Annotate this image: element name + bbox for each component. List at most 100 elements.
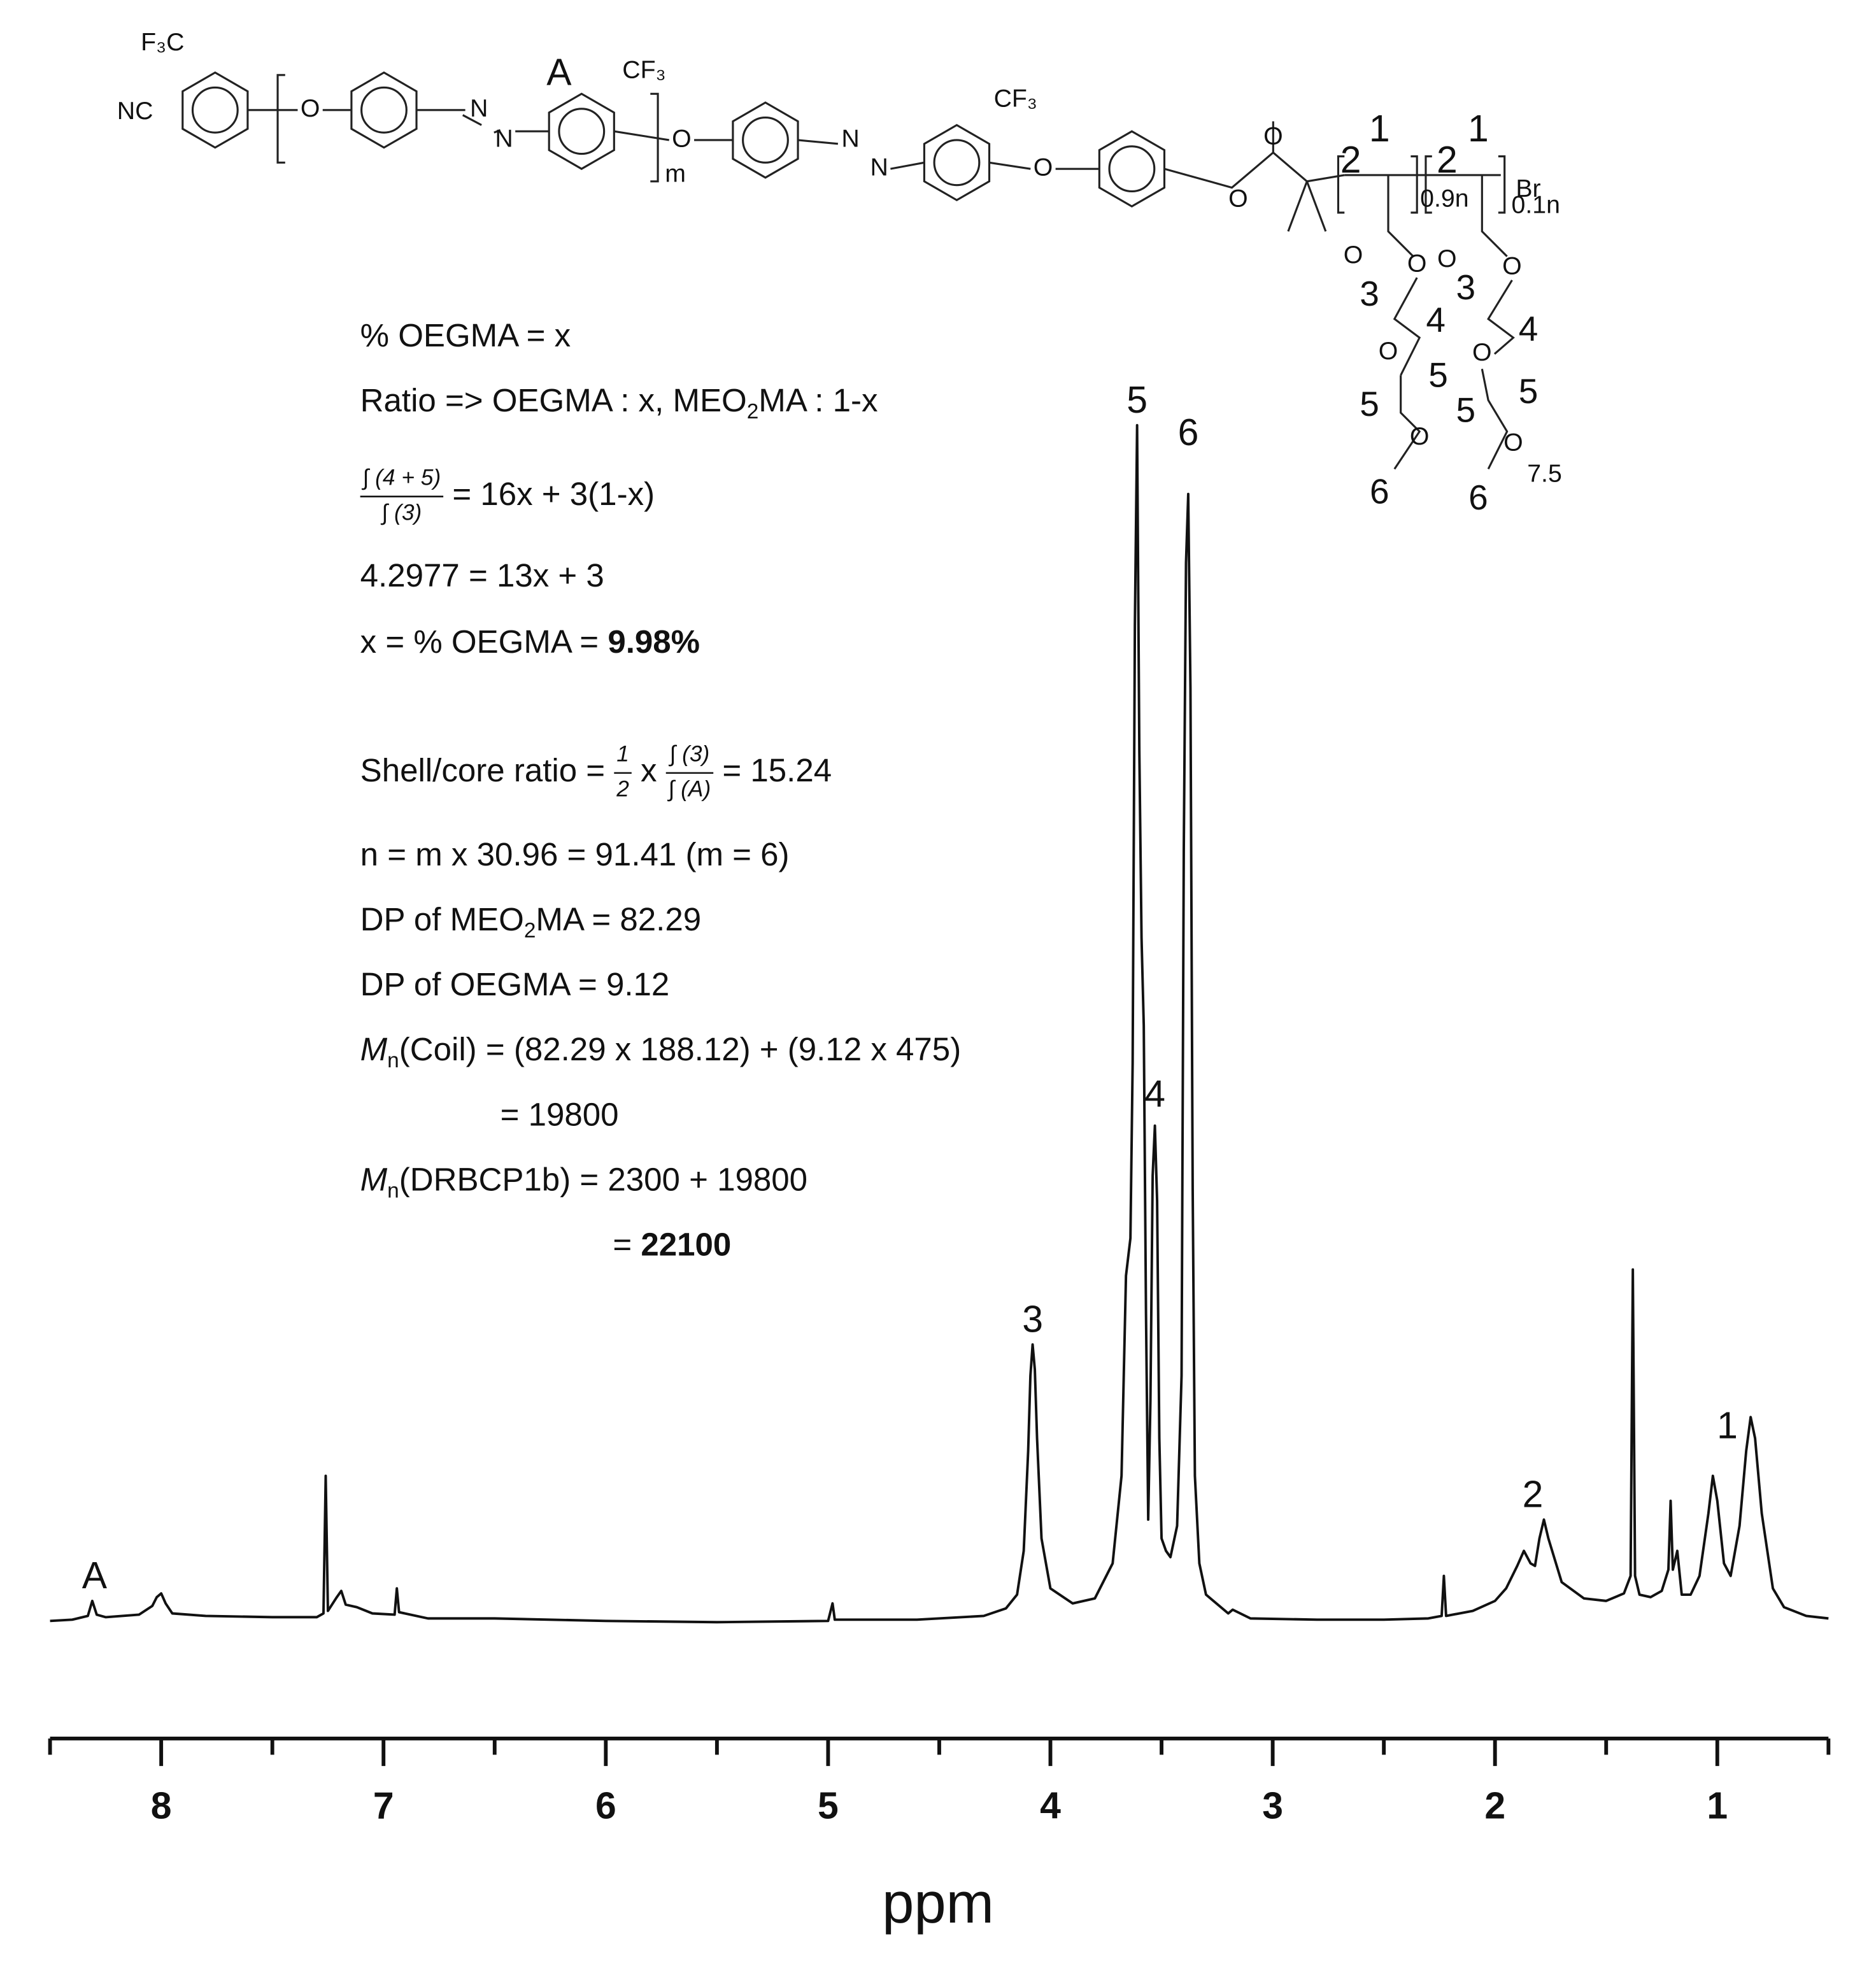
annotation-text: = 15.24 [713, 752, 832, 788]
annotation-text: DP of OEGMA = 9.12 [360, 966, 670, 1002]
peak-label: 5 [1126, 380, 1148, 421]
double-bond [462, 114, 501, 134]
bond [1481, 174, 1508, 257]
ring [548, 92, 615, 170]
ring-inner [360, 86, 408, 134]
structure-label: NC [117, 97, 153, 125]
ring [732, 101, 799, 179]
structure-label: 3 [1456, 267, 1475, 307]
structure-label: O [1502, 252, 1522, 280]
ring-inner [742, 117, 789, 164]
annotation-text: % OEGMA = x [360, 317, 571, 353]
x-tick-label: 5 [818, 1785, 839, 1826]
x-tick-label: 8 [151, 1785, 172, 1826]
annotation-text: 2 [747, 400, 759, 423]
structure-label: 5 [1456, 390, 1475, 430]
structure-label: O [1228, 185, 1248, 213]
ring-inner [558, 108, 606, 155]
bond [1387, 174, 1414, 257]
ring-inner [191, 86, 239, 134]
peak-label: A [82, 1555, 108, 1597]
structure-label: 6 [1468, 478, 1488, 517]
ring [350, 71, 418, 149]
bond [1498, 155, 1506, 214]
annotation-text: MA = 82.29 [536, 901, 701, 937]
fraction-denominator: 2 [616, 777, 629, 802]
peak-label: 2 [1523, 1474, 1544, 1515]
structure-label: 4 [1519, 309, 1538, 348]
annotation-text: = 19800 [501, 1096, 619, 1132]
annotation-text: (DRBCP1b) = 2300 + 19800 [399, 1161, 807, 1197]
annotation-text: n [387, 1179, 399, 1202]
annotation-text: x [632, 752, 666, 788]
structure-label: N [870, 153, 888, 181]
annotation-text: M [360, 1161, 388, 1197]
structure-label: Br [1516, 174, 1540, 203]
x-tick-label: 2 [1484, 1785, 1505, 1826]
structure-label: m [665, 159, 686, 187]
bond [1393, 375, 1421, 470]
annotation-text: = 16x + 3(1-x) [443, 476, 655, 512]
structure-label: 3 [1360, 274, 1379, 313]
structure-label: 5 [1428, 355, 1448, 395]
structure-label: CF₃ [622, 55, 665, 83]
x-axis-label: ppm [882, 1871, 994, 1935]
ring-inner [933, 139, 981, 187]
bond [890, 161, 925, 170]
structure-label: N [495, 124, 513, 152]
structure-label: 2 [1340, 139, 1361, 181]
ring [1098, 130, 1166, 208]
structure-label: F₃C [141, 28, 184, 56]
bond [989, 161, 1031, 170]
fraction-denominator: ∫ (A) [667, 777, 711, 802]
structure-label: O [1472, 338, 1492, 366]
structure-label: 4 [1426, 300, 1446, 339]
fraction-numerator: ∫ (4 + 5) [362, 466, 441, 490]
structure-label: 1 [1468, 108, 1489, 150]
spectrum-line [50, 423, 1829, 1624]
ring [923, 124, 991, 202]
bond [1487, 280, 1515, 355]
structure-label: N [470, 94, 488, 122]
annotation-text: Shell/core ratio = [360, 752, 615, 788]
bond [614, 130, 669, 141]
bond [1337, 155, 1345, 214]
x-tick-label: 6 [595, 1785, 616, 1826]
structure-label: O [1344, 241, 1363, 269]
annotation-text: 2 [524, 919, 536, 943]
structure-label: A [546, 52, 572, 93]
structure-label: O [1437, 245, 1457, 273]
structure-label: 1 [1369, 108, 1390, 150]
peak-label: 6 [1178, 412, 1199, 453]
structure-label: O [1410, 422, 1430, 450]
annotation-text: (Coil) = (82.29 x 188.12) + (9.12 x 475) [399, 1031, 961, 1067]
peak-label: 3 [1022, 1299, 1043, 1340]
peak-label: 4 [1144, 1074, 1165, 1115]
peak-label: 1 [1717, 1405, 1738, 1446]
ring-inner [1108, 145, 1156, 193]
structure-label: 5 [1519, 371, 1538, 411]
ring [181, 71, 249, 149]
fraction-numerator: 1 [616, 742, 629, 767]
structure-label: O [1379, 337, 1398, 365]
fraction-numerator: ∫ (3) [669, 742, 710, 767]
structure-label: O [301, 94, 320, 122]
structure-label: O [1407, 250, 1427, 278]
annotation-text: 22100 [641, 1227, 731, 1263]
x-tick-label: 4 [1040, 1785, 1061, 1826]
bond [1164, 151, 1345, 189]
structure-label: 7.5 [1527, 460, 1562, 488]
annotation-text: n = m x 30.96 = 91.41 (m = 6) [360, 836, 790, 872]
structure-label: 6 [1370, 471, 1389, 511]
bond [1481, 369, 1509, 470]
annotation-text: Ratio => OEGMA : x, MEO [360, 382, 747, 418]
annotation-text: x = % OEGMA = [360, 623, 608, 660]
bond [797, 139, 839, 145]
bond [276, 74, 285, 164]
structure-label: O [1034, 153, 1053, 181]
annotation-text: DP of MEO [360, 901, 524, 937]
bond [1411, 155, 1418, 214]
